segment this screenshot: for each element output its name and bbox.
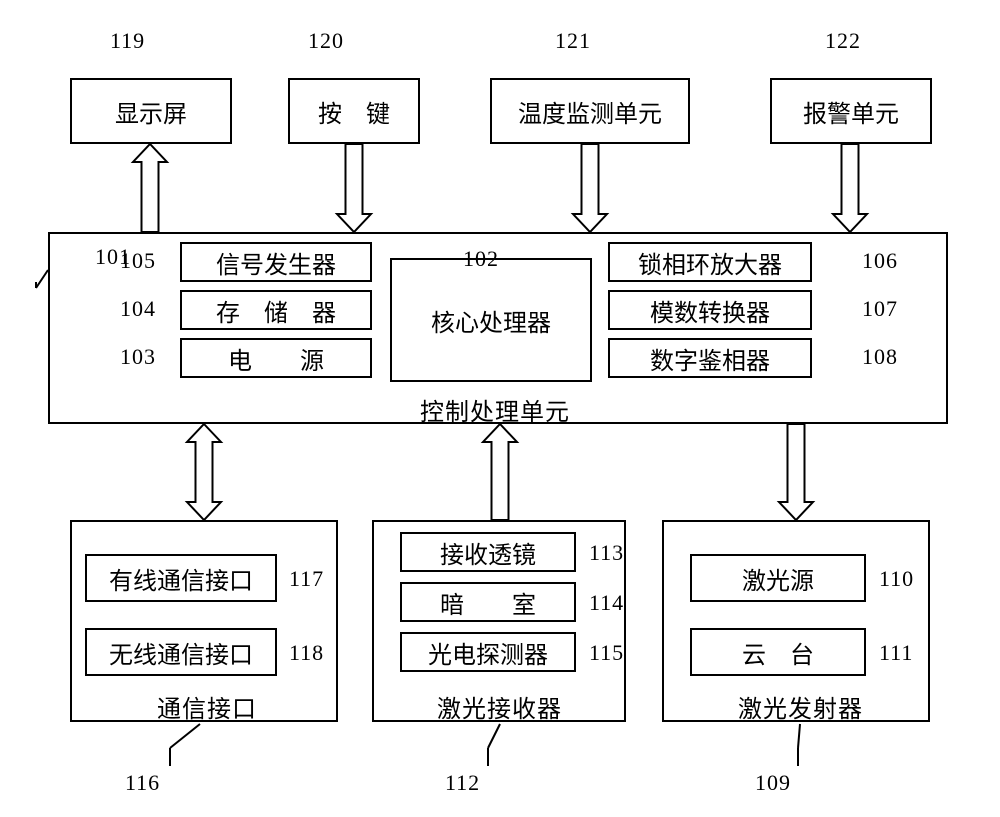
arrow-a-temp (573, 144, 607, 232)
arrow-layer (0, 0, 1000, 817)
arrow-a-rx (483, 424, 517, 520)
arrow-a-tx (779, 424, 813, 520)
arrow-a-display (133, 144, 167, 232)
arrow-a-comm (187, 424, 221, 520)
arrow-a-alarm (833, 144, 867, 232)
arrow-a-keys (337, 144, 371, 232)
diagram-stage: 显示屏119按 键120温度监测单元121报警单元122控制处理单元101核心处… (0, 0, 1000, 817)
